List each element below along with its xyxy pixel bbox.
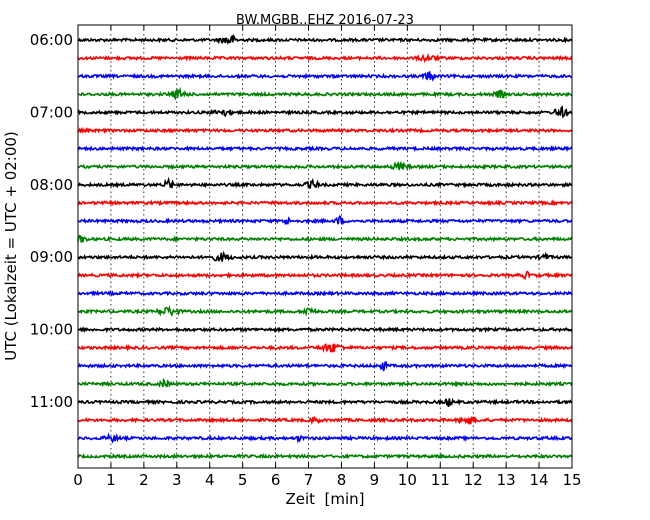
seismic-trace-1145: [77, 452, 573, 460]
y-axis-label: UTC (Lokalzeit = UTC + 02:00): [2, 131, 20, 361]
vertical-grid: [110, 25, 540, 468]
seismic-trace-0630: [77, 71, 573, 82]
seismic-trace-0745: [77, 160, 573, 171]
chart-title: BW.MGBB..EHZ 2016-07-23: [236, 13, 414, 28]
seismic-trace-0715: [77, 126, 573, 134]
seismic-trace-1045: [77, 377, 573, 388]
y-tick-label: 10:00: [30, 321, 73, 339]
seismic-trace-0845: [77, 234, 573, 243]
seismic-trace-0615: [77, 53, 573, 64]
seismic-trace-0730: [77, 145, 573, 153]
x-tick-label: 6: [271, 471, 281, 489]
seismic-trace-0700: [77, 105, 573, 119]
x-tick-label: 0: [73, 471, 83, 489]
x-tick-label: 11: [431, 471, 450, 489]
seismic-trace-0830: [77, 214, 573, 226]
x-tick-label: 12: [464, 471, 483, 489]
seismic-trace-0915: [77, 270, 573, 281]
seismic-trace-1100: [77, 397, 573, 407]
seismic-trace-0600: [77, 34, 573, 46]
x-tick-label: 1: [106, 471, 116, 489]
x-tick-label: 7: [304, 471, 314, 489]
x-tick-label: 3: [172, 471, 182, 489]
trace-group: [77, 34, 573, 460]
seismic-trace-0930: [77, 289, 573, 297]
y-tick-label: 09:00: [30, 248, 73, 266]
x-axis-label: Zeit [min]: [285, 490, 364, 508]
y-axis: 06:00 07:00 08:00 09:00 10:00 11:00: [30, 31, 572, 411]
seismic-trace-1115: [77, 415, 573, 426]
x-axis: 0 1 2 3 4 5 6 7 8 9 10 11 12 13 14 15: [73, 25, 582, 489]
seismic-trace-0815: [77, 199, 573, 207]
x-tick-label: 14: [530, 471, 549, 489]
seismic-trace-1015: [77, 342, 573, 353]
seismic-trace-1000: [77, 326, 573, 334]
y-tick-label: 06:00: [30, 31, 73, 49]
seismic-trace-0645: [77, 86, 573, 101]
y-tick-label: 11:00: [30, 393, 73, 411]
seismic-trace-0945: [77, 304, 573, 317]
seismic-trace-0800: [77, 176, 573, 189]
y-tick-label: 07:00: [30, 103, 73, 121]
x-tick-label: 10: [398, 471, 417, 489]
x-tick-label: 4: [205, 471, 215, 489]
x-tick-label: 15: [562, 471, 581, 489]
x-tick-label: 2: [139, 471, 149, 489]
seismic-trace-1130: [77, 432, 573, 444]
x-tick-label: 5: [238, 471, 248, 489]
x-tick-label: 13: [497, 471, 516, 489]
x-tick-label: 8: [337, 471, 347, 489]
plot-frame: [77, 24, 573, 469]
seismic-trace-1030: [77, 360, 573, 372]
x-tick-label: 9: [370, 471, 380, 489]
seismic-trace-0900: [77, 250, 573, 262]
y-tick-label: 08:00: [30, 176, 73, 194]
